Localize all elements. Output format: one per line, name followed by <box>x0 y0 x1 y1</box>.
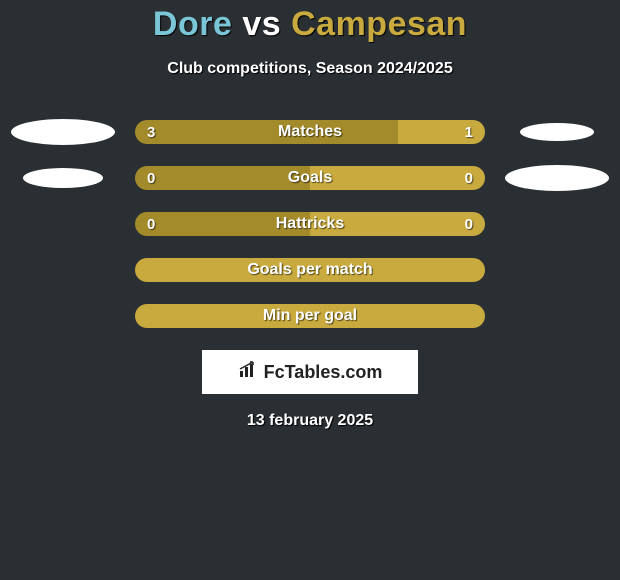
stats-list: Matches31Goals00Hattricks00Goals per mat… <box>0 120 620 328</box>
logo: FcTables.com <box>238 361 383 384</box>
subtitle: Club competitions, Season 2024/2025 <box>0 60 620 78</box>
stat-label: Hattricks <box>135 212 485 236</box>
stat-row: Min per goal <box>8 304 612 328</box>
logo-text: FcTables.com <box>264 362 383 383</box>
ellipse-icon <box>505 165 609 191</box>
bar-chart-icon <box>238 361 260 384</box>
stat-bar: Hattricks0 0 <box>135 212 485 236</box>
stat-label: Min per goal <box>135 304 485 328</box>
date-text: 13 february 2025 <box>0 412 620 430</box>
stat-row: Hattricks0 0 <box>8 212 612 236</box>
right-icon-slot <box>502 165 612 191</box>
stat-bar: Matches3 1 <box>135 120 485 144</box>
stat-bar: Min per goal <box>135 304 485 328</box>
stat-value-left: 0 <box>147 212 155 236</box>
stat-value-right: 0 <box>465 166 473 190</box>
stat-bar: Goals0 0 <box>135 166 485 190</box>
stat-row: Goals per match <box>8 258 612 282</box>
stat-value-right: 0 <box>465 212 473 236</box>
player2-name: Campesan <box>291 5 467 43</box>
stat-row: Goals0 0 <box>8 166 612 190</box>
page-title: Dore vs Campesan <box>0 5 620 44</box>
stat-row: Matches3 1 <box>8 120 612 144</box>
player1-name: Dore <box>153 5 232 43</box>
logo-box: FcTables.com <box>202 350 418 394</box>
stat-label: Goals per match <box>135 258 485 282</box>
vs-separator: vs <box>242 5 291 43</box>
left-icon-slot <box>8 119 118 145</box>
left-icon-slot <box>8 168 118 188</box>
right-icon-slot <box>502 123 612 141</box>
ellipse-icon <box>11 119 115 145</box>
stat-value-left: 0 <box>147 166 155 190</box>
main-container: Dore vs Campesan Club competitions, Seas… <box>0 0 620 430</box>
stat-bar: Goals per match <box>135 258 485 282</box>
stat-value-left: 3 <box>147 120 155 144</box>
ellipse-icon <box>520 123 594 141</box>
ellipse-icon <box>23 168 103 188</box>
stat-label: Goals <box>135 166 485 190</box>
stat-value-right: 1 <box>465 120 473 144</box>
stat-label: Matches <box>135 120 485 144</box>
